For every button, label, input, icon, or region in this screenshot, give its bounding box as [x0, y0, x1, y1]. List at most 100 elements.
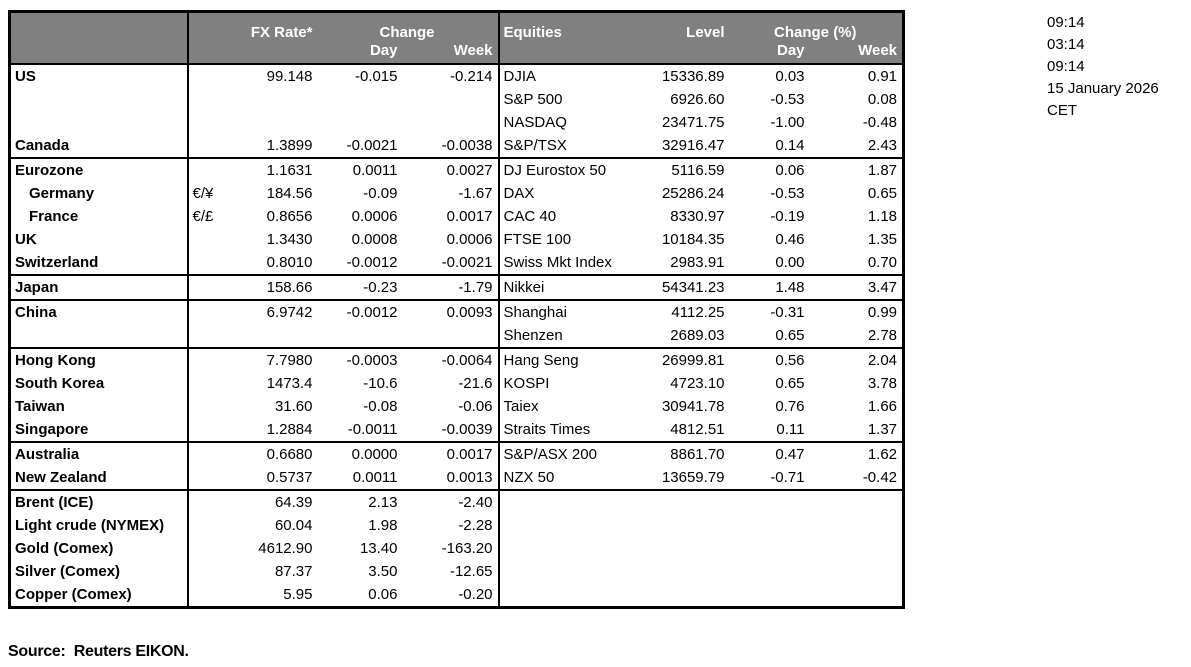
equity-change-week-cell: 2.04 — [809, 347, 904, 372]
fx-change-week-cell: -0.0039 — [441, 421, 493, 438]
currency-pair-cell — [186, 251, 226, 275]
fx-change-week-cell — [403, 111, 499, 134]
fx-change-week-cell: 0.0027 — [402, 157, 499, 182]
currency-pair-cell — [186, 64, 226, 88]
fx-change-week-cell: -0.0021 — [441, 254, 493, 271]
equity-name-cell: NZX 50 — [497, 466, 642, 490]
table-row: US 99.148 -0.015 -0.214 DJIA 15336.89 0.03 0.91 — [10, 64, 904, 88]
country-cell: Brent (ICE) — [9, 489, 188, 514]
equity-name-cell: S&P/TSX — [497, 134, 642, 158]
country-cell: China — [9, 299, 188, 324]
fx-change-day-cell: 0.0006 — [351, 208, 398, 225]
country-cell: Australia — [9, 441, 188, 466]
fx-rate-cell: 31.60 — [274, 398, 313, 415]
table-row: Silver (Comex) 87.37 3.50 -12.65 — [10, 560, 904, 583]
equity-change-week-cell: 3.78 — [867, 375, 898, 392]
fx-change-day-cell: 1.98 — [368, 517, 398, 534]
currency-pair-cell — [186, 418, 226, 442]
equity-change-day-cell: 0.76 — [775, 398, 805, 415]
table-row: Taiwan 31.60 -0.08 -0.06 Taiex 30941.78 0.76 1.… — [10, 395, 904, 418]
equity-name-cell: Straits Times — [497, 418, 642, 442]
equity-name-cell: KOSPI — [497, 372, 642, 395]
currency-pair-cell — [186, 157, 226, 182]
fx-change-day-cell: -0.015 — [354, 68, 398, 85]
currency-pair-cell — [186, 299, 226, 324]
equity-change-day-cell: 1.48 — [729, 274, 810, 300]
fx-rate-cell — [226, 88, 318, 111]
fx-change-day-cell: -0.23 — [317, 274, 403, 300]
fx-rate-cell — [226, 324, 318, 348]
fx-equities-table: FX Rate* Change Equities Level Change (%… — [8, 10, 906, 609]
fx-change-day-cell — [318, 111, 403, 134]
equity-change-day-cell: 0.56 — [729, 347, 810, 372]
table-row: S&P 500 6926.60 -0.53 0.08 — [10, 88, 904, 111]
report-date: 15 January 2026 — [1047, 80, 1159, 97]
equity-name-cell — [497, 583, 642, 608]
equity-change-day-cell: 0.65 — [775, 375, 805, 392]
header-row-2: Day Week Day Week — [9, 42, 904, 65]
equity-change-day-cell: 0.11 — [776, 421, 805, 438]
fx-change-week-cell: -163.20 — [441, 540, 493, 557]
fx-change-day-cell: 3.50 — [368, 563, 398, 580]
equity-change-week-cell: 1.87 — [809, 157, 904, 182]
header-empty-cell — [9, 11, 188, 42]
country-cell: Switzerland — [15, 254, 99, 271]
equity-change-week-cell — [810, 537, 904, 560]
equity-change-week-cell: 0.08 — [867, 91, 898, 108]
equity-level-cell: 8861.70 — [641, 441, 730, 466]
equity-change-week-cell: 2.78 — [867, 327, 898, 344]
equity-level-cell: 2983.91 — [670, 254, 725, 271]
table-row: Australia 0.6680 0.0000 0.0017 S&P/ASX 200 88… — [9, 441, 904, 466]
currency-pair-cell — [186, 274, 226, 300]
table-row: Singapore 1.2884 -0.0011 -0.0039 Straits Tim… — [10, 418, 904, 442]
table-row: New Zealand 0.5737 0.0011 0.0013 NZX 50 13659… — [10, 466, 904, 490]
table-row: Canada 1.3899 -0.0021 -0.0038 S&P/TSX 32916.4… — [10, 134, 904, 158]
currency-pair-cell — [186, 489, 226, 514]
currency-pair-cell — [186, 324, 226, 348]
fx-rate-cell: 87.37 — [274, 563, 313, 580]
country-cell: Canada — [15, 137, 70, 154]
fx-change-day-cell — [318, 324, 403, 348]
equity-level-cell: 6926.60 — [670, 91, 725, 108]
currency-pair-cell — [186, 441, 226, 466]
timestamp-line: 09:14 — [1047, 14, 1085, 31]
equity-name-cell: Hang Seng — [497, 347, 642, 372]
equity-change-day-cell: 0.14 — [775, 137, 805, 154]
equity-change-week-cell: 2.43 — [867, 137, 898, 154]
fx-rate-cell: 158.66 — [225, 274, 318, 300]
fx-change-week-cell: 0.0006 — [446, 231, 493, 248]
currency-pair-cell: €/£ — [186, 205, 226, 228]
equity-level-cell: 30941.78 — [661, 398, 725, 415]
fx-change-day-cell: -0.08 — [363, 398, 398, 415]
fx-rate-cell — [226, 111, 318, 134]
equity-change-week-cell: 3.47 — [809, 274, 904, 300]
country-cell: South Korea — [15, 375, 105, 392]
header-fx-week: Week — [402, 42, 499, 65]
equity-change-week-cell — [810, 514, 904, 537]
equity-name-cell: S&P 500 — [497, 88, 642, 111]
fx-change-week-cell: -0.20 — [458, 586, 493, 603]
equity-name-cell: CAC 40 — [497, 205, 642, 228]
currency-pair-cell — [186, 111, 226, 134]
fx-rate-cell: 60.04 — [274, 517, 313, 534]
currency-pair-cell — [186, 228, 226, 251]
equity-change-week-cell: 0.70 — [867, 254, 898, 271]
country-cell: US — [15, 68, 36, 85]
equity-change-week-cell: 0.65 — [867, 185, 898, 202]
country-cell: Germany — [29, 185, 95, 202]
country-cell — [10, 88, 188, 111]
fx-change-day-cell: 0.0011 — [352, 469, 398, 486]
country-cell: Gold (Comex) — [15, 540, 114, 557]
fx-change-week-cell — [403, 324, 499, 348]
table-row: Copper (Comex) 5.95 0.06 -0.20 — [10, 583, 904, 608]
equity-level-cell: 5116.59 — [641, 157, 730, 182]
equity-name-cell — [497, 560, 642, 583]
fx-change-day-cell: 0.0008 — [351, 231, 398, 248]
equity-level-cell: 26999.81 — [641, 347, 730, 372]
equity-change-day-cell — [730, 537, 810, 560]
fx-change-day-cell: -0.0012 — [346, 254, 398, 271]
fx-change-day-cell: -0.0021 — [346, 137, 398, 154]
currency-pair-cell — [186, 347, 226, 372]
equity-level-cell: 4112.25 — [641, 299, 730, 324]
